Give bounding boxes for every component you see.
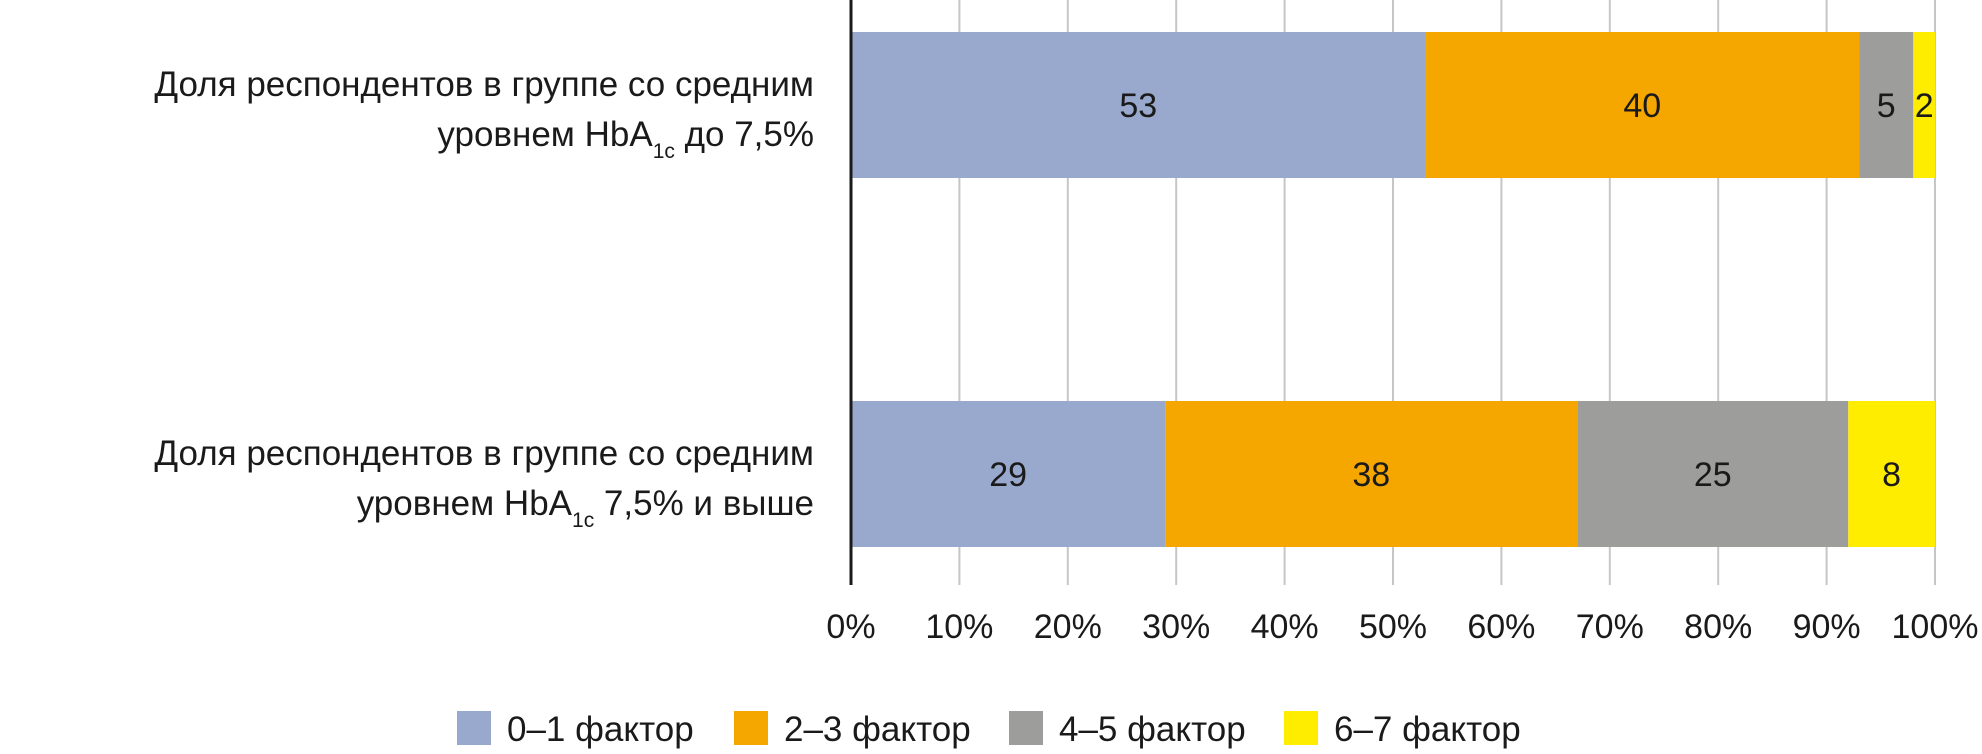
category-label-line1: Доля респондентов в группе со средним: [154, 65, 814, 104]
bar-segment: [851, 401, 1166, 547]
x-tick-label: 20%: [1034, 608, 1102, 646]
category-label-line2: уровнем HbA1c 7,5% и выше: [357, 484, 814, 532]
x-tick-label: 10%: [925, 608, 993, 646]
bar-value-label: 5: [1877, 87, 1896, 125]
x-tick-label: 50%: [1359, 608, 1427, 646]
category-label-line2: уровнем HbA1c до 7,5%: [437, 115, 814, 163]
bar-segment: [1165, 401, 1578, 547]
bar-value-label: 53: [1119, 87, 1157, 125]
legend-label: 4–5 фактор: [1059, 710, 1246, 749]
bars: 53 40 5 2 29 38 25 8: [851, 32, 1935, 547]
bar-value-label: 38: [1352, 456, 1390, 494]
bar-segment: [1577, 401, 1849, 547]
bar-value-label: 40: [1623, 87, 1661, 125]
legend-swatch: [1284, 711, 1318, 745]
category-labels: Доля респондентов в группе со средним уро…: [154, 65, 814, 532]
x-tick-label: 80%: [1684, 608, 1752, 646]
x-tick-label: 0%: [826, 608, 875, 646]
x-tick-label: 60%: [1467, 608, 1535, 646]
bar-value-label: 8: [1882, 456, 1901, 494]
x-tick-label: 100%: [1892, 608, 1979, 646]
bar-segment: [851, 32, 1426, 178]
bar-value-label: 2: [1915, 87, 1934, 125]
bar-segment: [1913, 32, 1935, 178]
legend-label: 6–7 фактор: [1334, 710, 1521, 749]
legend-label: 0–1 фактор: [507, 710, 694, 749]
category-label-line1: Доля респондентов в группе со средним: [154, 434, 814, 473]
legend-swatch: [1009, 711, 1043, 745]
x-tick-label: 30%: [1142, 608, 1210, 646]
x-tick-label: 90%: [1793, 608, 1861, 646]
bar-segment: [1425, 32, 1860, 178]
legend-label: 2–3 фактор: [784, 710, 971, 749]
legend-swatch: [734, 711, 768, 745]
bar-segment: [1859, 32, 1914, 178]
x-axis-ticks: 0% 10% 20% 30% 40% 50% 60% 70% 80% 90% 100%: [826, 608, 1978, 646]
legend-swatch: [457, 711, 491, 745]
bar-value-label: 25: [1694, 456, 1732, 494]
x-tick-label: 40%: [1251, 608, 1319, 646]
x-tick-label: 70%: [1576, 608, 1644, 646]
bar-value-label: 29: [989, 456, 1027, 494]
legend: 0–1 фактор 2–3 фактор 4–5 фактор 6–7 фактор: [457, 710, 1521, 749]
bar-segment: [1848, 401, 1935, 547]
